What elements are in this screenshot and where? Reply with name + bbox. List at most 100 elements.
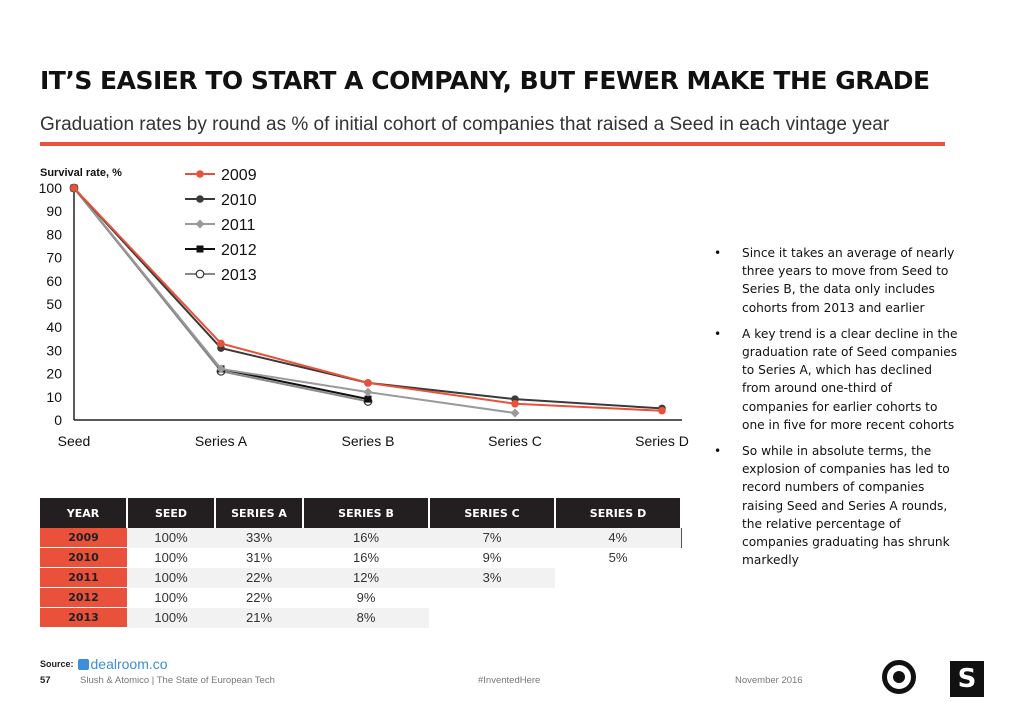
col-header-series-c: SERIES C <box>429 498 556 528</box>
table-header-row: YEAR SEED SERIES A SERIES B SERIES C SER… <box>40 498 682 528</box>
legend-marker-2010 <box>196 195 204 203</box>
bullet-item: • A key trend is a clear decline in the g… <box>712 325 962 434</box>
col-header-series-b: SERIES B <box>303 498 430 528</box>
y-tick-label: 100 <box>39 180 63 196</box>
survival-rate-chart: Survival rate, % 0 10 20 30 40 50 60 70 80 90 100 Se… <box>39 167 689 449</box>
value-cell: 5% <box>555 547 681 568</box>
value-cell: 12% <box>303 567 429 588</box>
source-line: Source: dealroom.co <box>40 656 168 672</box>
legend-marker-2012 <box>196 245 204 253</box>
slush-logo-icon <box>882 660 916 694</box>
legend-label-2011: 2011 <box>221 217 256 234</box>
data-point-2011 <box>216 364 226 374</box>
legend-marker-2013 <box>195 269 205 279</box>
y-tick-label: 20 <box>46 366 62 382</box>
x-tick-label: Series A <box>195 433 248 449</box>
value-cell: 100% <box>127 567 215 588</box>
data-point-2009 <box>511 399 519 408</box>
col-header-series-a: SERIES A <box>215 498 304 528</box>
value-cell: 4% <box>555 528 682 548</box>
year-cell: 2013 <box>40 607 127 628</box>
bullet-text: A key trend is a clear decline in the gr… <box>742 326 958 432</box>
value-cell: 100% <box>127 547 215 568</box>
title-rule <box>40 142 945 146</box>
page-title: IT’S EASIER TO START A COMPANY, BUT FEWE… <box>40 66 930 95</box>
series-line-2011 <box>73 187 516 415</box>
legend-marker-2011 <box>195 219 205 229</box>
x-tick-label: Seed <box>58 433 91 449</box>
data-point-2011 <box>510 408 520 418</box>
year-cell: 2011 <box>40 567 127 588</box>
value-cell: 9% <box>303 587 429 608</box>
col-header-year: YEAR <box>40 498 128 528</box>
dealroom-icon <box>77 658 89 670</box>
bullet-dot: • <box>714 326 722 341</box>
footer-hashtag: #InventedHere <box>478 675 541 686</box>
y-tick-label: 40 <box>46 319 62 335</box>
table-row: 2013 100% 21% 8% <box>40 607 681 628</box>
bullet-dot: • <box>714 246 722 260</box>
value-cell <box>429 587 555 608</box>
y-tick-label: 80 <box>46 226 62 242</box>
value-cell: 100% <box>127 587 215 608</box>
commentary-bullets: • Since it takes an average of nearly thr… <box>712 244 962 577</box>
table-row: 2012 100% 22% 9% <box>40 587 681 608</box>
value-cell: 33% <box>215 528 303 548</box>
y-tick-label: 0 <box>54 412 62 428</box>
value-cell: 16% <box>303 528 429 548</box>
col-header-seed: SEED <box>127 498 216 528</box>
table-row: 2009 100% 33% 16% 7% 4% <box>40 528 682 548</box>
data-point-2009 <box>70 184 78 192</box>
value-cell <box>555 587 681 608</box>
x-tick-label: Series D <box>635 433 689 449</box>
y-tick-label: 60 <box>46 273 62 289</box>
value-cell: 9% <box>429 547 555 568</box>
legend-label-2009: 2009 <box>221 167 257 184</box>
atomico-logo-icon: S <box>950 661 984 697</box>
y-tick-label: 30 <box>46 342 62 358</box>
col-header-series-d: SERIES D <box>555 498 682 528</box>
y-tick-label: 10 <box>46 389 62 405</box>
table-row: 2011 100% 22% 12% 3% <box>40 567 681 588</box>
legend-label-2012: 2012 <box>221 242 257 259</box>
data-point-2011 <box>363 387 373 397</box>
legend-marker-2009 <box>196 170 204 178</box>
bullet-text: Since it takes an average of nearly thre… <box>742 246 955 315</box>
dealroom-logo: dealroom.co <box>77 656 168 672</box>
value-cell: 3% <box>429 567 555 588</box>
value-cell <box>429 607 555 628</box>
bullet-dot: • <box>714 444 722 459</box>
value-cell: 100% <box>127 528 215 548</box>
legend-label-2010: 2010 <box>221 192 257 209</box>
y-axis-label: Survival rate, % <box>40 167 122 179</box>
year-cell: 2009 <box>40 528 127 548</box>
data-point-2012 <box>364 395 372 403</box>
value-cell: 100% <box>127 607 215 628</box>
y-tick-label: 90 <box>46 203 62 219</box>
data-point-2009 <box>658 406 666 415</box>
y-tick-label: 70 <box>46 250 62 266</box>
y-tick-label: 50 <box>46 296 62 312</box>
footer-date: November 2016 <box>735 675 803 686</box>
x-tick-label: Series B <box>342 433 395 449</box>
value-cell: 8% <box>303 607 429 628</box>
value-cell: 16% <box>303 547 429 568</box>
source-label: Source: <box>40 659 74 669</box>
value-cell: 22% <box>215 587 303 608</box>
page-number: 57 <box>40 675 51 686</box>
year-cell: 2012 <box>40 587 127 608</box>
value-cell <box>555 607 681 628</box>
bullet-item: • Since it takes an average of nearly thr… <box>712 244 962 317</box>
x-tick-label: Series C <box>488 433 542 449</box>
page-subtitle: Graduation rates by round as % of initia… <box>40 114 890 135</box>
footer-publication: Slush & Atomico | The State of European … <box>80 675 275 686</box>
data-point-2009 <box>364 379 372 387</box>
value-cell: 7% <box>429 528 555 548</box>
bullet-item: • So while in absolute terms, the explosi… <box>712 442 962 569</box>
value-cell <box>555 567 681 588</box>
legend-label-2013: 2013 <box>221 267 257 284</box>
graduation-table: YEAR SEED SERIES A SERIES B SERIES C SER… <box>40 498 682 628</box>
data-point-2009 <box>217 339 225 348</box>
value-cell: 31% <box>215 547 303 568</box>
year-cell: 2010 <box>40 547 127 568</box>
